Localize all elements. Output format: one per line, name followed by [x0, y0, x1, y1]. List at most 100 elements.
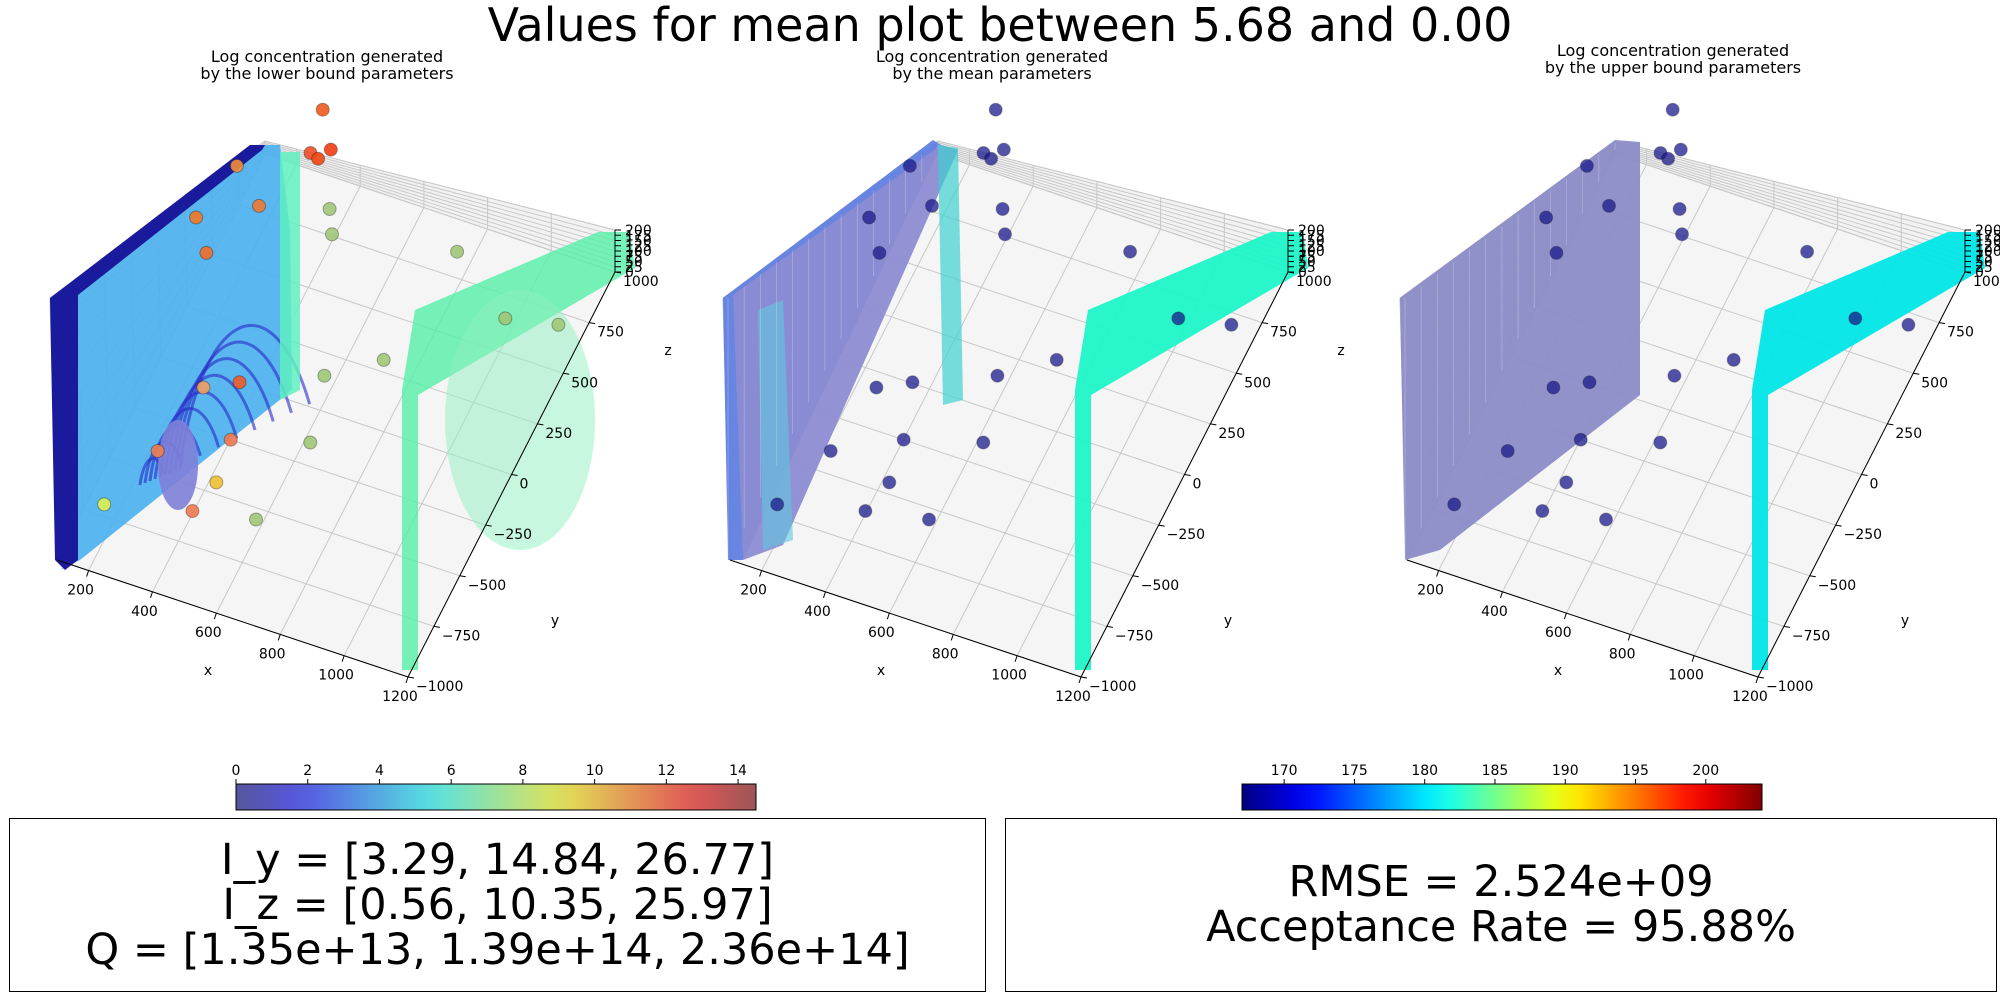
x-tick: [759, 570, 763, 577]
data-point: [1224, 317, 1239, 332]
data-point: [1665, 102, 1680, 117]
y-tick-label: 250: [545, 426, 572, 442]
z-tick-label: 100: [1298, 244, 1325, 260]
figure-title: Values for mean plot between 5.68 and 0.…: [487, 0, 1513, 52]
panel-2-3d-plot[interactable]: 20040060080010001200x−1000−750−500−25002…: [673, 90, 1363, 740]
data-point: [317, 368, 332, 383]
data-point: [1549, 245, 1564, 260]
x-tick-label: 1200: [1732, 689, 1768, 705]
data-point: [323, 142, 338, 157]
data-point: [1171, 311, 1186, 326]
x-tick-label: 600: [868, 625, 895, 641]
z-tick-label: 200: [625, 223, 652, 239]
x-tick-label: 200: [67, 583, 94, 599]
data-point: [189, 210, 204, 225]
data-point: [862, 210, 877, 225]
panel-1-title-line1: Log concentration generated: [210, 47, 444, 66]
y-tick: [1158, 524, 1165, 527]
y-tick-label: −1000: [1089, 679, 1136, 695]
y-tick-label: 250: [1895, 426, 1922, 442]
x-tick-label: 1000: [318, 668, 354, 684]
y-tick: [1939, 322, 1946, 325]
x-tick-label: 800: [932, 646, 959, 662]
data-point: [303, 435, 318, 450]
z-tick-label: 150: [625, 234, 652, 250]
data-point: [1123, 244, 1138, 259]
back-surface-edge: [50, 145, 265, 570]
x-tick: [405, 676, 409, 684]
data-point: [990, 368, 1005, 383]
z-tick-label: 175: [625, 228, 652, 244]
y-tick-label: −250: [1844, 527, 1882, 543]
data-point: [229, 158, 244, 173]
data-point: [1599, 512, 1613, 527]
x-tick: [1627, 634, 1631, 641]
panel-1-title: Log concentration generated by the lower…: [47, 48, 607, 82]
concentration-core: [158, 420, 198, 510]
y-tick-label: −1000: [416, 679, 463, 695]
panel-3-3d-plot[interactable]: 20040060080010001200x−1000−750−500−25002…: [1350, 90, 2000, 740]
surface-mesh: [1404, 143, 1616, 560]
data-point: [311, 151, 326, 166]
x-tick: [822, 591, 826, 598]
panel-2-title: Log concentration generated by the mean …: [712, 48, 1272, 82]
data-point: [325, 227, 339, 242]
colorbar-tick-label: 12: [657, 763, 675, 779]
back-surface: [1400, 140, 1640, 560]
data-point: [1500, 444, 1515, 458]
x-axis-line: [1406, 559, 1759, 678]
y-tick: [1132, 575, 1139, 578]
data-point: [1539, 210, 1554, 225]
y-tick: [537, 423, 544, 426]
data-point: [988, 102, 1003, 117]
x-tick-label: 200: [1417, 583, 1444, 599]
param-q: Q = [1.35e+13, 1.39e+14, 2.36e+14]: [85, 924, 910, 975]
x-axis-label: x: [1554, 663, 1562, 679]
y-tick-label: −500: [1818, 578, 1856, 594]
z-axis-label: z: [664, 343, 671, 359]
x-tick-label: 400: [131, 604, 158, 620]
colorbar-gradient: [1241, 783, 1763, 811]
z-tick-label: 200: [1975, 223, 2000, 239]
data-point: [551, 317, 566, 332]
concentration-contour: [173, 340, 293, 472]
data-point: [872, 245, 887, 260]
panel-1-3d-plot[interactable]: 20040060080010001200x−1000−750−500−25002…: [0, 90, 690, 740]
x-tick-label: 1200: [1055, 689, 1091, 705]
y-axis-label: y: [1901, 613, 1909, 629]
rmse-value: RMSE = 2.524e+09: [1288, 857, 1714, 907]
x-tick: [1014, 655, 1018, 662]
data-point: [976, 435, 991, 450]
x-tick-label: 1000: [991, 668, 1027, 684]
y-tick: [1106, 625, 1113, 628]
y-tick-label: 500: [1244, 375, 1271, 391]
y-tick: [1757, 676, 1765, 679]
data-point: [905, 375, 920, 390]
y-tick-label: 1000: [623, 274, 659, 290]
y-tick-label: −750: [1115, 628, 1153, 644]
colorbar-tick-label: 10: [586, 763, 604, 779]
data-point: [1848, 311, 1863, 326]
z-tick-label: 150: [1975, 234, 2000, 250]
y-tick: [1236, 372, 1243, 375]
x-tick: [950, 634, 954, 641]
x-axis-line: [729, 559, 1082, 678]
data-point: [252, 198, 266, 213]
data-point: [1726, 352, 1741, 367]
data-point: [1546, 380, 1561, 395]
acceptance-rate: Acceptance Rate = 95.88%: [1206, 902, 1796, 952]
z-tick-label: 50: [1298, 255, 1316, 271]
y-tick: [589, 322, 596, 325]
panel-3-title-line2: by the upper bound parameters: [1544, 58, 1802, 77]
panel-3-title: Log concentration generated by the upper…: [1393, 42, 1953, 76]
data-point: [1653, 435, 1668, 450]
z-tick-label: 0: [1975, 265, 1984, 281]
y-tick-label: −1000: [1766, 679, 1813, 695]
panel-3-title-line1: Log concentration generated: [1556, 41, 1790, 60]
x-tick: [1078, 676, 1082, 684]
z-axis-label: z: [1337, 343, 1344, 359]
surface-mesh: [727, 143, 939, 560]
colorbar-tick-label: 0: [232, 763, 241, 779]
x-tick: [149, 591, 153, 598]
colorbar-concentration: 0 2 4 6 8 10 12 14: [232, 763, 757, 811]
